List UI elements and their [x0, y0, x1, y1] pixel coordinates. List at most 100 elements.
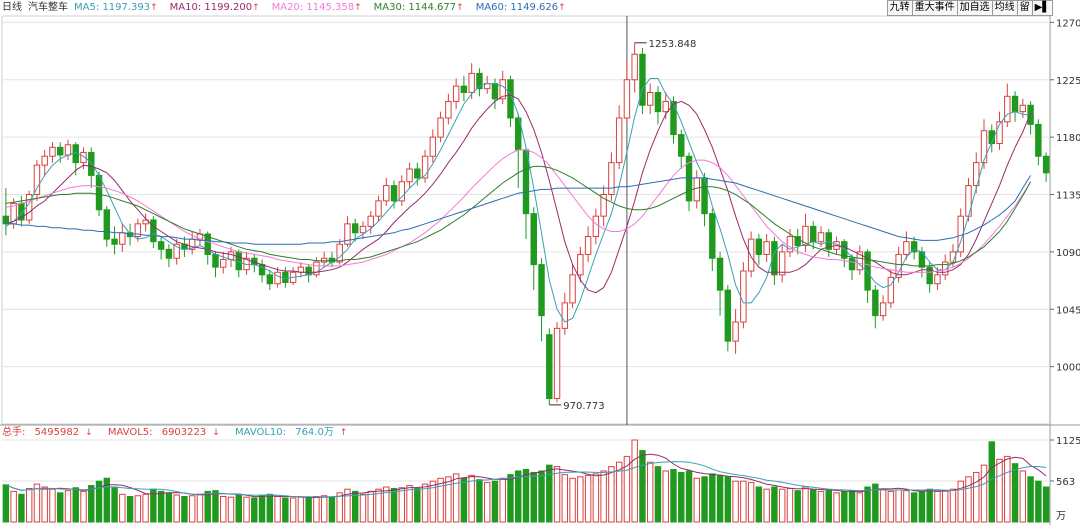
candle-body	[375, 200, 382, 217]
candle-body	[445, 100, 452, 119]
volume-bar	[266, 493, 274, 523]
price-tick-label: 1045	[1056, 305, 1080, 316]
volume-bar	[701, 476, 708, 523]
volume-bar	[561, 474, 569, 523]
candle-body	[1019, 104, 1027, 113]
ma-legend-ma20: MA20: 1145.358↑	[271, 2, 362, 13]
volume-bar	[212, 490, 219, 523]
candle-body	[282, 271, 289, 283]
ma-line-ma20	[5, 149, 1032, 273]
candle-body	[359, 225, 367, 234]
volume-bar	[864, 486, 871, 523]
candle-body	[336, 243, 343, 263]
volume-bar	[553, 466, 561, 523]
up-arrow-icon: ↑	[456, 3, 464, 13]
candle-body	[678, 134, 685, 157]
volume-bar	[157, 490, 165, 523]
low-label: 970.773	[563, 401, 604, 412]
candle-body	[771, 241, 778, 276]
volume-bar	[204, 490, 211, 523]
volume-bar	[305, 497, 312, 523]
volume-bar	[530, 471, 537, 523]
candle-body	[383, 185, 390, 202]
candle-body	[165, 248, 173, 259]
candle-body	[600, 194, 607, 217]
candle-body	[670, 100, 677, 136]
high-label: 1253.848	[649, 39, 697, 50]
volume-bar	[1042, 486, 1050, 523]
volume-bar	[608, 466, 615, 523]
candle-body	[685, 155, 693, 202]
candle-body	[452, 85, 460, 102]
volume-bar	[569, 477, 576, 523]
note-button[interactable]: 留	[1016, 0, 1033, 16]
volume-bar	[251, 497, 258, 523]
candle-body	[817, 232, 825, 243]
volume-bar	[538, 470, 545, 523]
candle-body	[996, 121, 1003, 144]
candle-body	[530, 213, 537, 266]
add-favorite-button[interactable]: 加自选	[956, 0, 993, 16]
candle-body	[879, 302, 887, 317]
volume-bar	[887, 490, 895, 523]
ma-line-ma60	[5, 175, 1032, 245]
ma-settings-button[interactable]: 均线	[991, 0, 1018, 16]
volume-bar	[476, 479, 483, 523]
volume-bar	[941, 490, 949, 523]
volume-bar	[49, 488, 56, 523]
volume-bar	[142, 493, 149, 523]
volume-bar	[119, 493, 126, 523]
ma-line-ma5	[5, 78, 1031, 323]
major-events-button[interactable]: 重大事件	[911, 0, 958, 16]
volume-bar	[872, 483, 879, 523]
mavol5-value: 6903223	[161, 427, 207, 438]
up-arrow-icon: ↑	[354, 3, 362, 13]
nine-turn-button[interactable]: 九转	[886, 0, 913, 16]
candle-body	[569, 274, 576, 304]
volume-bar	[336, 492, 343, 523]
volume-bar	[980, 464, 988, 523]
candle-body	[546, 334, 553, 399]
up-arrow-icon: ↑	[558, 3, 566, 13]
volume-bar	[996, 458, 1003, 523]
volume-bar	[173, 494, 180, 523]
up-arrow-icon: ↑	[252, 3, 260, 13]
volume-bar	[577, 476, 584, 523]
play-pause-icon[interactable]: ▶▌	[1031, 0, 1053, 16]
candle-body	[157, 241, 165, 250]
candle-body	[1035, 123, 1042, 157]
candle-body	[810, 225, 817, 243]
candle-body	[421, 155, 429, 179]
candle-body	[111, 238, 118, 245]
ma-line-ma10	[5, 94, 1032, 294]
volume-bar	[771, 486, 778, 523]
down-arrow-icon: ↓	[85, 428, 93, 438]
candle-body	[429, 136, 437, 157]
volume-bar	[429, 480, 437, 523]
toolbar: 九转 重大事件 加自选 均线 留 ▶▌	[886, 0, 1053, 16]
price-tick-label: 1135	[1056, 191, 1080, 202]
volume-bar	[72, 487, 79, 523]
volume-bar	[639, 450, 646, 523]
volume-bar	[678, 471, 685, 523]
volume-bar	[934, 490, 941, 523]
volume-bar	[546, 464, 553, 523]
volume-bar	[88, 485, 95, 523]
candle-body	[608, 162, 615, 195]
candle-body	[33, 164, 41, 196]
candle-body	[592, 215, 600, 238]
volume-bar	[445, 476, 452, 523]
index-name: 汽车整车	[28, 2, 68, 13]
volume-bar	[631, 439, 638, 523]
volume-bar	[856, 492, 864, 523]
volume-bar	[126, 495, 134, 523]
volume-bar	[670, 469, 677, 523]
volume-bar	[313, 495, 320, 523]
candle-body	[584, 236, 592, 255]
volume-bar	[833, 492, 840, 523]
volume-bar	[949, 488, 957, 523]
volume-bar	[483, 482, 491, 523]
candle-body	[437, 117, 444, 138]
